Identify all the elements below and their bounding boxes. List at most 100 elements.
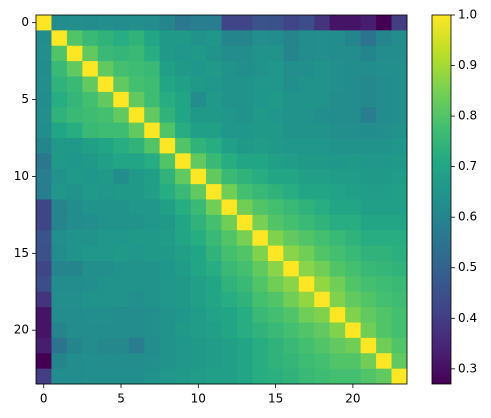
heatmap-cell [144,199,161,216]
heatmap-cell [298,276,315,293]
heatmap-cell [221,245,238,262]
heatmap-cell [206,91,222,108]
heatmap-cell [314,353,331,370]
heatmap-cell [128,368,145,385]
heatmap-cell [82,199,99,216]
heatmap-cell [298,76,315,93]
heatmap-cell [360,30,377,47]
heatmap-cell [82,153,99,170]
heatmap-cell [159,138,176,154]
heatmap-cell [345,168,362,185]
heatmap-cell [66,245,83,262]
heatmap-cell [113,61,130,77]
heatmap-cell [206,337,222,354]
heatmap-cell [267,168,284,185]
heatmap-cell [159,276,176,293]
heatmap-cell [221,153,238,170]
heatmap-cell [252,291,269,308]
heatmap-cell [345,199,362,216]
heatmap-cell [221,15,238,31]
heatmap-cell [51,168,68,185]
heatmap-cell [391,61,408,77]
heatmap-cell [159,245,176,262]
heatmap-cell [360,184,377,200]
heatmap-cell [82,45,99,62]
heatmap-cell [51,61,68,77]
heatmap-cell [175,261,191,277]
heatmap-cell [128,61,145,77]
heatmap-cell [159,199,176,216]
heatmap-cell [360,138,377,154]
heatmap-cell [144,276,161,293]
heatmap-cell [206,291,222,308]
heatmap-cell [128,261,145,277]
heatmap-cell [360,291,377,308]
heatmap-cell [66,230,83,247]
heatmap-cell [376,261,392,277]
heatmap-cell [190,153,207,170]
heatmap-cell [236,214,253,231]
heatmap-cell [66,261,83,277]
heatmap-cell [298,261,315,277]
heatmap-cell [113,199,130,216]
heatmap-cell [190,107,207,124]
heatmap-cell [206,168,222,185]
heatmap-cell [175,30,191,47]
heatmap-cell [36,122,52,139]
y-tick-label: 0 [21,15,29,29]
heatmap-cell [190,199,207,216]
heatmap-cell [314,214,331,231]
heatmap-cell [329,245,346,262]
heatmap-cell [252,138,269,154]
heatmap-cell [190,307,207,323]
heatmap-cell [36,322,52,339]
heatmap-cell [221,91,238,108]
heatmap-cell [314,153,331,170]
heatmap-cell [236,76,253,93]
heatmap-cell [82,76,99,93]
heatmap-cell [391,276,408,293]
heatmap-cell [82,122,99,139]
heatmap-cell [113,15,130,31]
colorbar-tick-label: 1.0 [458,8,477,22]
heatmap-cell [298,307,315,323]
heatmap-cell [298,245,315,262]
heatmap-cell [144,76,161,93]
heatmap-cell [345,15,362,31]
heatmap-cell [113,214,130,231]
heatmap-cell [206,15,222,31]
heatmap-cell [113,122,130,139]
heatmap-cell [36,91,52,108]
heatmap-cell [283,261,300,277]
heatmap-cell [329,337,346,354]
heatmap-cell [267,322,284,339]
heatmap-cell [97,368,114,385]
heatmap-cell [159,91,176,108]
heatmap-cell [391,184,408,200]
heatmap-cell [329,214,346,231]
heatmap-cell [159,322,176,339]
heatmap-cell [376,107,392,124]
heatmap-cell [175,107,191,124]
heatmap-cell [283,153,300,170]
heatmap-cell [159,230,176,247]
heatmap-cell [66,91,83,108]
heatmap-cell [283,91,300,108]
heatmap-cell [329,307,346,323]
heatmap-cell [360,199,377,216]
heatmap-cell [175,122,191,139]
heatmap-cell [391,122,408,139]
heatmap-cell [376,30,392,47]
heatmap-cell [391,30,408,47]
heatmap-cell [221,61,238,77]
heatmap-cell [97,153,114,170]
heatmap-cell [128,184,145,200]
heatmap-cell [221,337,238,354]
heatmap-cell [314,61,331,77]
heatmap-cell [66,15,83,31]
heatmap-cell [113,138,130,154]
heatmap-cell [190,322,207,339]
heatmap-cell [314,199,331,216]
heatmap-cell [113,45,130,62]
heatmap-cell [221,291,238,308]
